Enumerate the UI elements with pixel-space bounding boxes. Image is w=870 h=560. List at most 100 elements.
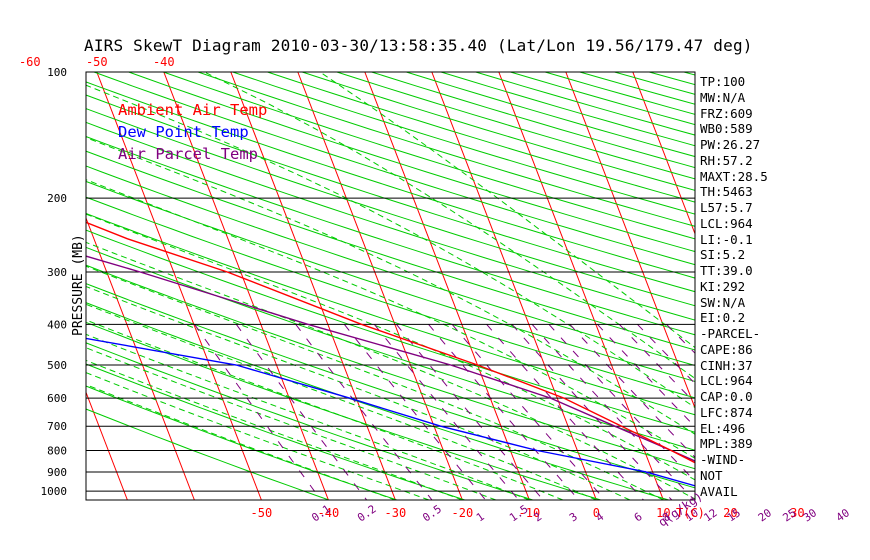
dry-adiabat-line (86, 108, 695, 307)
isotherm-line (230, 72, 396, 500)
stat-label: CINH:37 (700, 357, 753, 373)
isotherm-line (86, 216, 195, 500)
mixing-ratio-tick-label: 40 (834, 506, 852, 524)
mixing-ratio-tick-label: 30 (801, 506, 819, 524)
stat-label: EI:0.2 (700, 310, 746, 326)
stat-label: RH:57.2 (700, 152, 753, 168)
profile-lines (86, 221, 695, 487)
isotherm-line (0, 72, 60, 500)
mixing-ratio-line (194, 324, 322, 500)
isotherm-line (632, 72, 695, 236)
stat-label: CAPE:86 (700, 341, 753, 357)
dry-adiabat-line (406, 72, 695, 158)
mixing-ratio-line (666, 323, 695, 354)
bottom-temp-tick-label: -50 (251, 506, 273, 520)
top-temp-tick-label: -60 (19, 55, 41, 69)
isotherm-line (498, 72, 664, 500)
mixing-ratio-tick-label: 15 (725, 506, 743, 524)
dry-adiabat-line (86, 342, 533, 500)
moist-adiabat-line (204, 72, 695, 380)
moist-adiabat-line (86, 84, 695, 409)
bottom-temp-tick-label: -20 (452, 506, 474, 520)
mixing-ratio-tick-label: 10 (683, 506, 701, 524)
pressure-tick-label: 700 (47, 420, 67, 433)
legend-ambient: Ambient Air Temp (118, 101, 267, 119)
dry-adiabat-line (440, 72, 695, 147)
dry-adiabat-line (86, 150, 695, 351)
stat-label: SW:N/A (700, 294, 746, 310)
mixing-ratio-tick-label: 0.5 (420, 502, 444, 524)
dry-adiabat-line (86, 212, 695, 416)
isotherm-line (297, 72, 463, 500)
pressure-ticks: 100 200 300 400 500 600 700 800 900 1000 (41, 66, 68, 498)
dry-adiabat-line (86, 81, 695, 279)
isotherm-line (364, 72, 530, 500)
bottom-temp-tick-label: -40 (318, 506, 340, 520)
dry-adiabat-line (475, 72, 695, 136)
mixing-ratio-line (511, 323, 673, 500)
pressure-tick-label: 900 (47, 466, 67, 479)
dry-adiabat-line (93, 72, 695, 266)
dry-adiabat-line (163, 72, 695, 240)
mixing-ratio-line (343, 323, 486, 500)
dry-adiabat-line (86, 136, 695, 336)
stat-label: -PARCEL- (700, 326, 761, 341)
dry-adiabat-line (86, 229, 695, 433)
top-temp-tick-label: -50 (86, 55, 108, 69)
bottom-temp-tick-label: -10 (519, 506, 541, 520)
dry-adiabat-line (86, 121, 695, 321)
dry-adiabat-line (86, 363, 465, 500)
stat-label: LI:-0.1 (700, 231, 753, 247)
mixing-ratio-tick-label: 25 (780, 506, 798, 524)
stat-label: FRZ:609 (700, 105, 753, 121)
dry-adiabat-line (86, 408, 330, 500)
stat-label: WB0:589 (700, 121, 753, 137)
dry-adiabat-line (128, 72, 695, 253)
mixing-ratio-tick-label: 20 (756, 506, 774, 524)
x-axis-label: T(C) (676, 506, 705, 520)
bottom-temp-tick-label: 30 (790, 506, 804, 520)
bottom-temp-tick-label: 10 (656, 506, 670, 520)
dry-adiabat-line (86, 196, 695, 399)
chart-title: AIRS SkewT Diagram 2010-03-30/13:58:35.4… (84, 36, 753, 55)
profile-ambient-air-temp (86, 221, 695, 464)
isotherm-line (767, 72, 870, 500)
isotherm-line (834, 72, 870, 500)
mixing-ratio-line (618, 323, 695, 404)
pressure-tick-label: 300 (47, 266, 67, 279)
pressure-tick-label: 800 (47, 445, 67, 458)
mixing-ratio-line (569, 323, 695, 459)
mixing-ratio-line (597, 323, 695, 428)
moist-adiabat-line (86, 241, 695, 500)
dry-adiabat-line (336, 72, 695, 180)
mixing-ratio-line (548, 323, 695, 482)
stat-label: EL:496 (700, 420, 746, 436)
legend-dewpoint-label: Dew Point Temp (118, 123, 249, 141)
stat-label: NOT (700, 467, 723, 483)
stat-label: PW:26.27 (700, 137, 761, 152)
top-temperature-ticks: -120-110-100-90-80-70-60-50-40 (19, 55, 175, 69)
mixing-ratio-tick-label: 0.2 (355, 502, 379, 524)
stat-label: MW:N/A (700, 89, 746, 105)
dry-adiabat-line (86, 385, 398, 500)
mixing-ratio-tick-label: 3 (567, 510, 580, 524)
moist-adiabat-line (86, 265, 664, 500)
y-axis-label: PRESSURE (MB) (71, 234, 86, 336)
bottom-temperature-ticks: -50 -40 -30 -20 -10 0 10 20 30 (251, 506, 805, 520)
mixing-ratio-tick-label: 12 (701, 506, 719, 524)
dry-adiabat-line (197, 72, 695, 227)
dry-adiabat-line (371, 72, 695, 169)
pressure-tick-label: 400 (47, 318, 67, 331)
dry-adiabat-line (86, 94, 695, 293)
stat-label: CAP:0.0 (700, 389, 753, 404)
moist-adiabat-line (86, 303, 597, 500)
stat-label: MPL:389 (700, 436, 753, 452)
pressure-tick-label: 600 (47, 392, 67, 405)
bottom-temp-tick-label: 20 (723, 506, 737, 520)
dry-adiabat-line (86, 302, 669, 500)
mixing-ratio-line (486, 323, 644, 500)
dry-adiabat-line (86, 264, 695, 470)
stat-label: -WIND- (700, 452, 746, 467)
bottom-temp-tick-label: 0 (593, 506, 600, 520)
mixing-ratio-line (396, 323, 544, 500)
